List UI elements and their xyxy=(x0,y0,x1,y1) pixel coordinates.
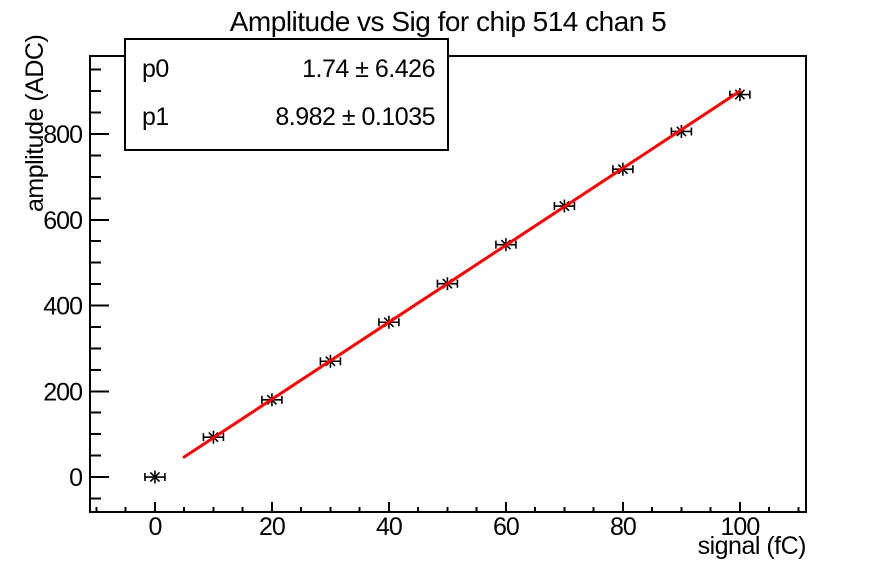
fit-param-row: p0 1.74 ± 6.426 xyxy=(142,55,435,84)
marker-spoke xyxy=(149,471,161,483)
marker-spoke xyxy=(734,89,746,100)
x-tick-label: 80 xyxy=(610,513,636,541)
y-tick-label: 0 xyxy=(69,464,82,492)
y-tick-label: 200 xyxy=(43,378,82,406)
fit-param-value: 1.74 ± 6.426 xyxy=(302,55,435,84)
x-tick-label: 20 xyxy=(259,513,285,541)
x-axis-title: signal (fC) xyxy=(697,532,807,560)
x-tick-label: 60 xyxy=(493,513,519,541)
fit-line xyxy=(182,89,742,459)
x-tick-label: 40 xyxy=(376,513,402,541)
y-tick-label: 800 xyxy=(43,121,82,149)
fit-param-row: p1 8.982 ± 0.1035 xyxy=(142,103,435,132)
fit-param-name: p0 xyxy=(142,55,169,84)
chart-title: Amplitude vs Sig for chip 514 chan 5 xyxy=(229,6,667,37)
y-axis-title: amplitude (ADC) xyxy=(21,34,49,212)
fit-param-value: 8.982 ± 0.1035 xyxy=(275,102,435,131)
x-tick-label: 100 xyxy=(721,513,760,541)
y-tick-label: 600 xyxy=(43,207,82,235)
x-tick-label: 0 xyxy=(148,513,161,541)
y-tick-label: 400 xyxy=(43,293,82,321)
fit-param-name: p1 xyxy=(142,102,169,131)
data-point xyxy=(144,470,166,484)
fit-stats-box: p0 1.74 ± 6.426 p1 8.982 ± 0.1035 xyxy=(124,38,449,151)
